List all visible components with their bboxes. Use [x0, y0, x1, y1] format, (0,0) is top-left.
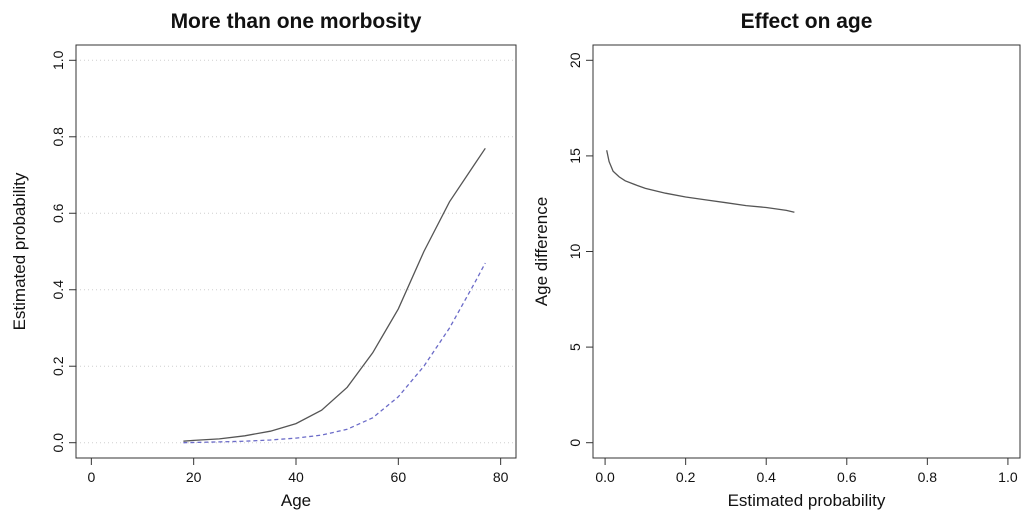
plot-frame	[75, 44, 517, 459]
y-tick-label: 0.0	[50, 433, 66, 453]
series-line	[606, 150, 795, 213]
panel-more-than-one-morbosity: More than one morbosity Age Estimated pr…	[10, 10, 517, 510]
chart-title: More than one morbosity	[171, 10, 422, 33]
y-tick-label: 10	[567, 244, 583, 260]
y-tick-label: 0	[567, 439, 583, 447]
y-tick-label: 0.2	[50, 356, 66, 376]
y-tick-label: 0.8	[50, 127, 66, 147]
y-tick-label: 20	[567, 52, 583, 68]
x-axis-title: Age	[281, 491, 311, 510]
x-tick-label: 60	[391, 469, 407, 485]
y-tick-label: 0.4	[50, 280, 66, 300]
y-tick-label: 0.6	[50, 203, 66, 223]
series-line-dashed	[183, 262, 486, 444]
x-tick-label: 0.8	[918, 469, 938, 485]
panel-effect-on-age: Effect on age Estimated probability Age …	[532, 10, 1021, 510]
x-tick-label: 40	[288, 469, 304, 485]
y-axis-title: Estimated probability	[10, 172, 29, 330]
x-tick-label: 0.0	[595, 469, 615, 485]
chart-title: Effect on age	[741, 10, 873, 33]
x-axis-title: Estimated probability	[728, 491, 886, 510]
plot-frame	[592, 44, 1021, 459]
y-tick-label: 5	[567, 343, 583, 351]
x-tick-label: 80	[493, 469, 509, 485]
x-tick-label: 0.4	[756, 469, 776, 485]
y-axis-title: Age difference	[532, 197, 551, 306]
x-tick-label: 1.0	[998, 469, 1018, 485]
series-line	[183, 147, 486, 442]
x-tick-label: 0	[87, 469, 95, 485]
y-tick-label: 15	[567, 148, 583, 164]
y-tick-label: 1.0	[50, 50, 66, 70]
x-tick-label: 0.2	[676, 469, 696, 485]
x-tick-label: 20	[186, 469, 202, 485]
x-tick-label: 0.6	[837, 469, 857, 485]
